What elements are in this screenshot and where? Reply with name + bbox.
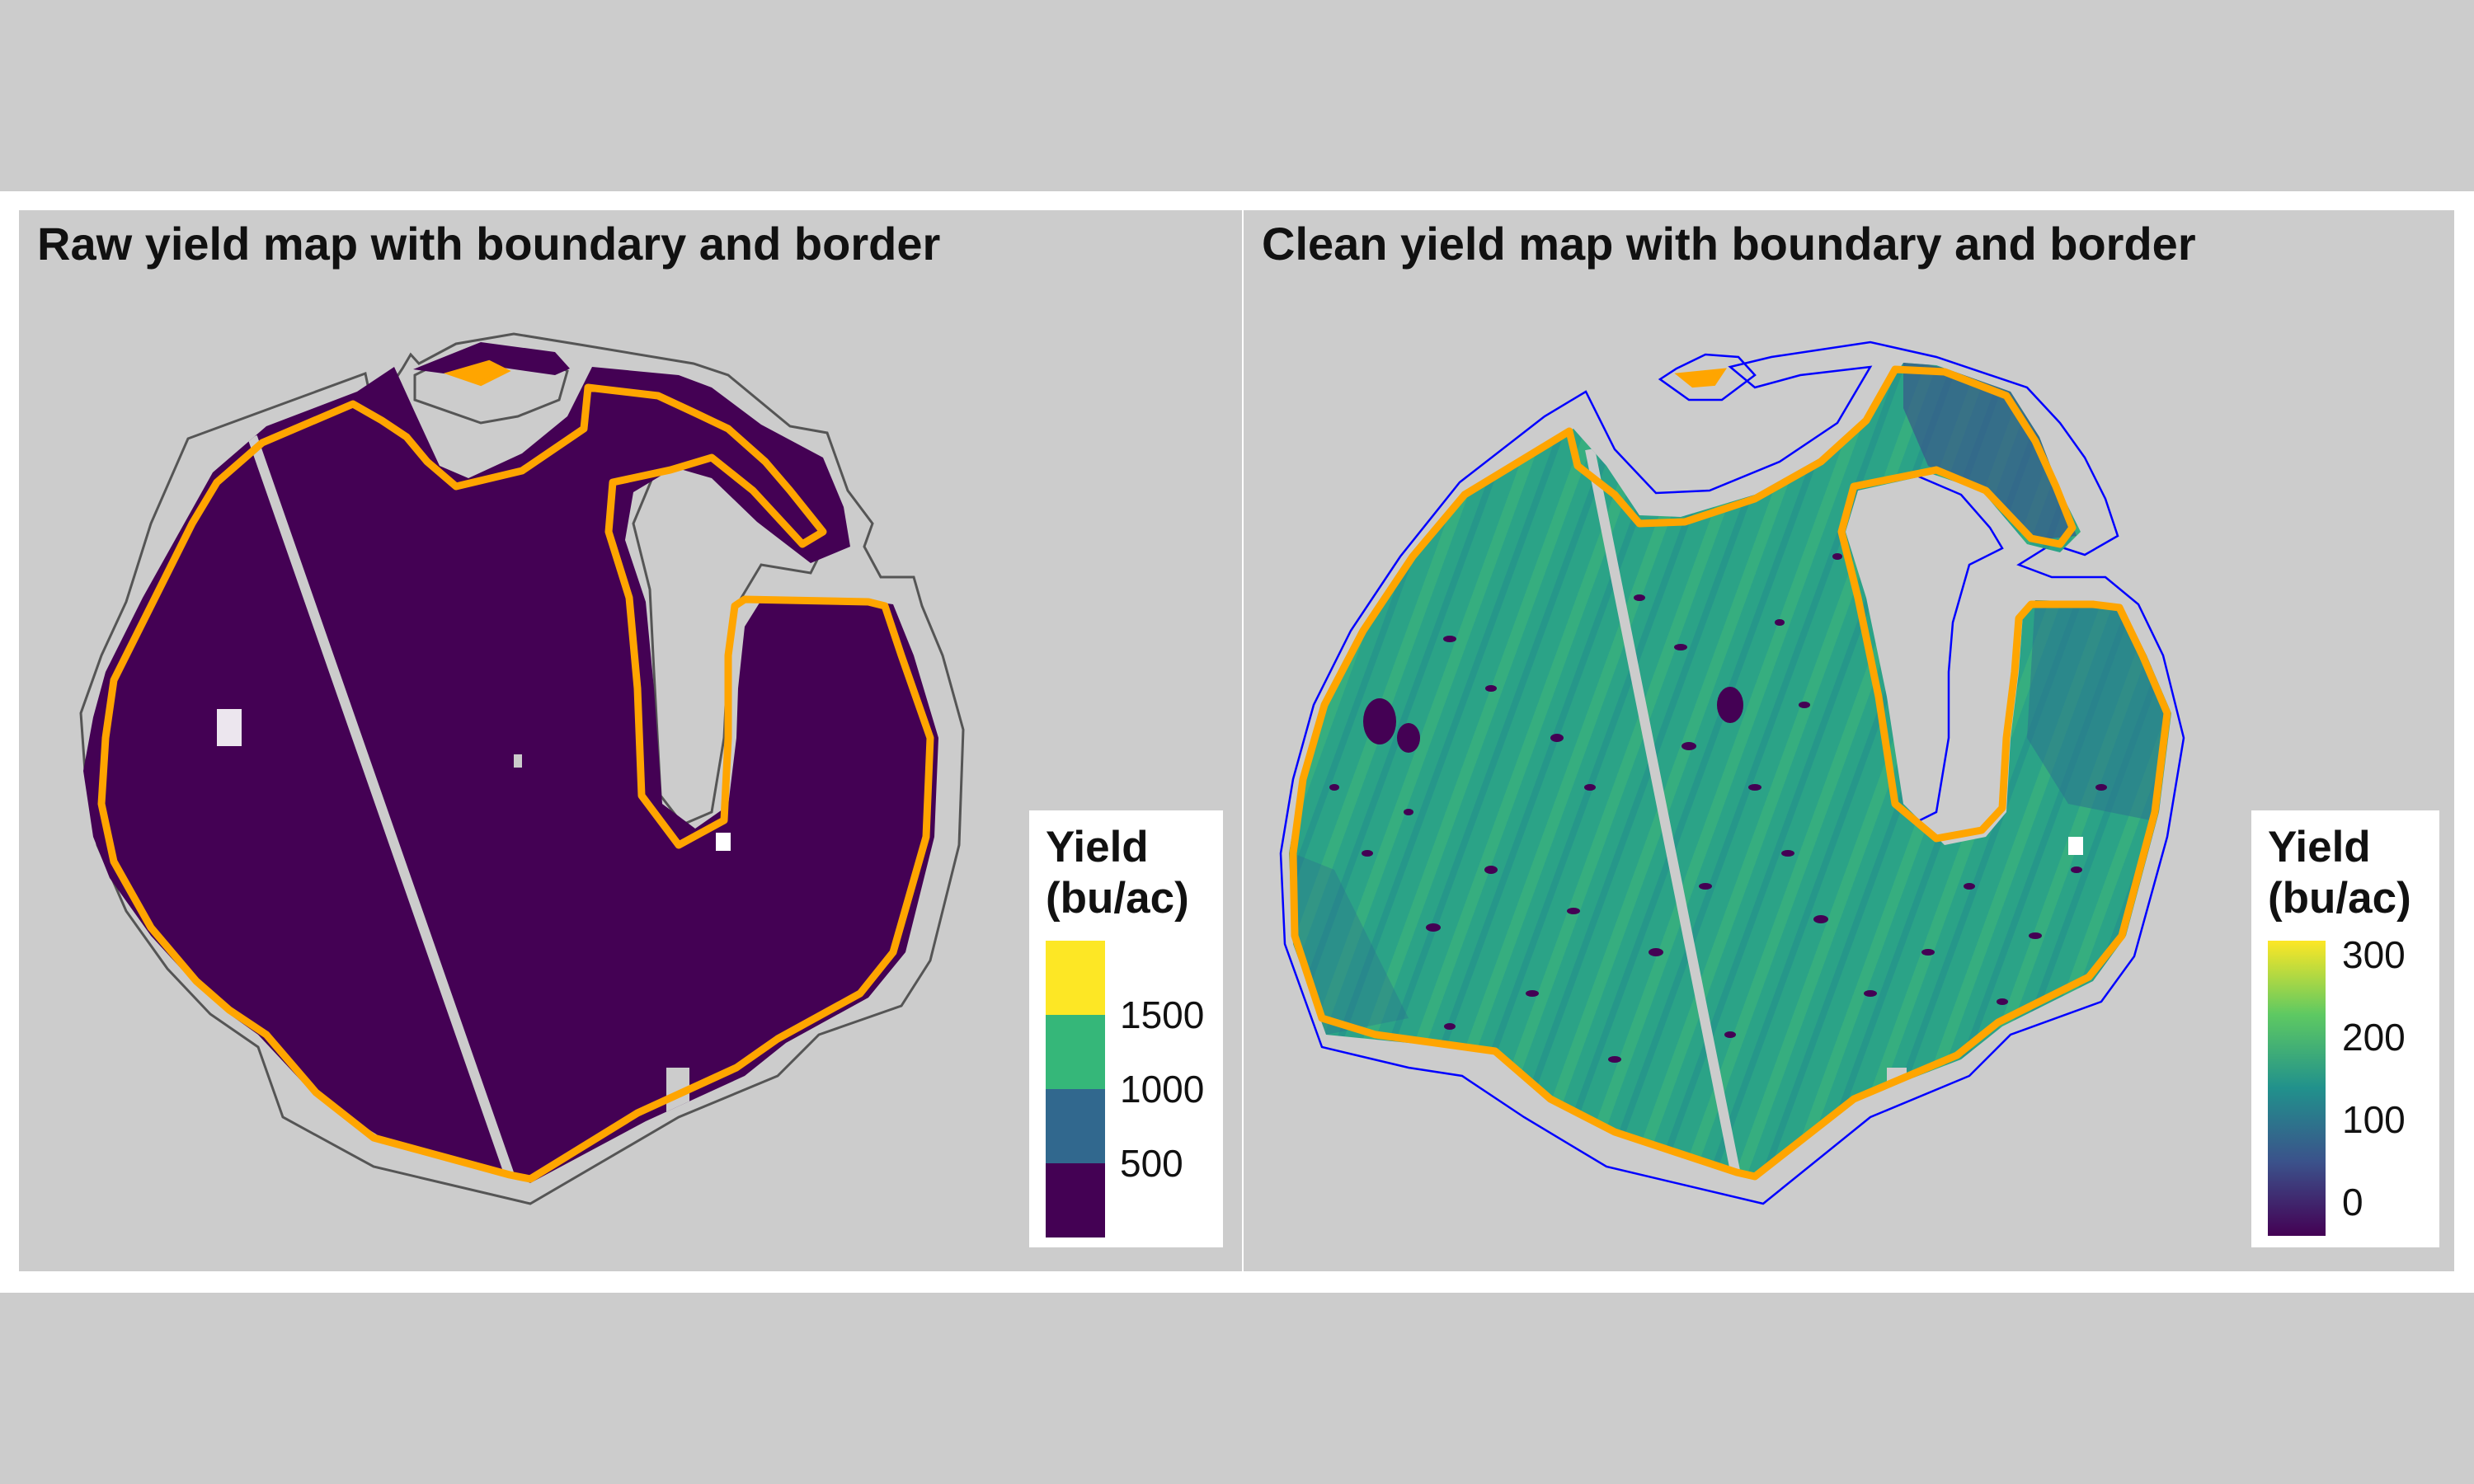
raw-yield-legend: Yield (bu/ac) 1500 1000 500 (1029, 810, 1223, 1247)
clean-map-title: Clean yield map with boundary and border (1262, 218, 2196, 270)
raw-legend-label-500: 500 (1120, 1142, 1183, 1185)
raw-legend-bin-yellow (1046, 941, 1105, 1015)
clean-legend-title: Yield (bu/ac) (2268, 823, 2411, 923)
clean-legend-label-0: 0 (2342, 1181, 2363, 1223)
clean-yield-map-panel: Clean yield map with boundary and border (1244, 210, 2454, 1271)
clean-legend-colorbar (2268, 941, 2326, 1236)
raw-yield-map (79, 332, 965, 1205)
raw-legend-bin-purple (1046, 1163, 1105, 1237)
raw-legend-label-1500: 1500 (1120, 993, 1205, 1036)
raw-yield-map-panel: Raw yield map with boundary and border (19, 210, 1242, 1271)
clean-yield-legend: Yield (bu/ac) 300 200 100 0 (2251, 810, 2439, 1247)
clean-legend-label-200: 200 (2342, 1016, 2406, 1059)
clean-yield-map (1279, 340, 2185, 1205)
raw-legend-bin-green (1046, 1015, 1105, 1089)
raw-legend-bin-blue (1046, 1089, 1105, 1163)
raw-legend-label-1000: 1000 (1120, 1068, 1205, 1111)
clean-legend-label-300: 300 (2342, 933, 2406, 976)
clean-legend-label-100: 100 (2342, 1098, 2406, 1141)
raw-legend-title: Yield (bu/ac) (1046, 823, 1189, 923)
raw-map-title: Raw yield map with boundary and border (37, 218, 941, 270)
